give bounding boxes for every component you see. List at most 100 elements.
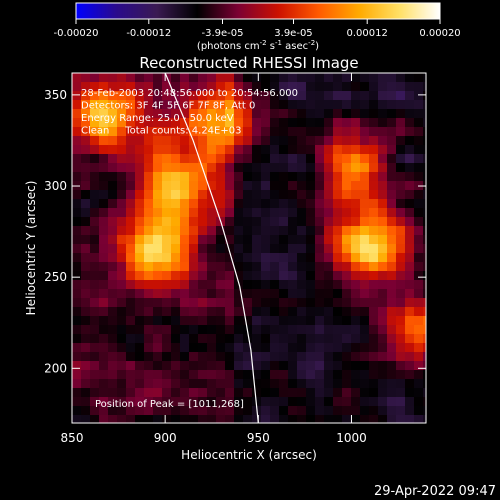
heatmap-cell bbox=[135, 280, 145, 290]
heatmap-cell bbox=[306, 217, 316, 227]
heatmap-cell bbox=[279, 100, 289, 110]
heatmap-cell bbox=[342, 199, 352, 209]
heatmap-cell bbox=[405, 136, 415, 146]
heatmap-cell bbox=[99, 100, 109, 110]
heatmap-cell bbox=[162, 289, 172, 299]
heatmap-cell bbox=[405, 397, 415, 407]
heatmap-cell bbox=[387, 163, 397, 173]
heatmap-cell bbox=[297, 190, 307, 200]
heatmap-cell bbox=[180, 82, 190, 92]
heatmap-cell bbox=[414, 82, 424, 92]
heatmap-cell bbox=[288, 154, 298, 164]
heatmap-cell bbox=[126, 127, 136, 137]
heatmap-cell bbox=[216, 136, 226, 146]
heatmap-cell bbox=[261, 298, 271, 308]
heatmap-cell bbox=[180, 388, 190, 398]
heatmap-cell bbox=[189, 289, 199, 299]
heatmap-cell bbox=[81, 199, 91, 209]
heatmap-cell bbox=[342, 100, 352, 110]
heatmap-cell bbox=[252, 271, 262, 281]
heatmap-cell bbox=[126, 163, 136, 173]
heatmap-cell bbox=[162, 118, 172, 128]
heatmap-cell bbox=[306, 136, 316, 146]
heatmap-cell bbox=[171, 307, 181, 317]
heatmap-cell bbox=[306, 190, 316, 200]
heatmap-cell bbox=[126, 307, 136, 317]
heatmap-cell bbox=[171, 235, 181, 245]
heatmap-cell bbox=[225, 190, 235, 200]
heatmap-cell bbox=[243, 244, 253, 254]
heatmap-cell bbox=[315, 163, 325, 173]
heatmap-cell bbox=[369, 127, 379, 137]
heatmap-cell bbox=[405, 370, 415, 380]
heatmap-cell bbox=[207, 181, 217, 191]
heatmap-cell bbox=[72, 163, 82, 173]
heatmap-cell bbox=[270, 253, 280, 263]
heatmap-cell bbox=[288, 280, 298, 290]
heatmap-cell bbox=[198, 127, 208, 137]
heatmap-cell bbox=[414, 325, 424, 335]
heatmap-cell bbox=[342, 289, 352, 299]
heatmap-cell bbox=[216, 289, 226, 299]
heatmap-cell bbox=[180, 91, 190, 101]
heatmap-cell bbox=[405, 127, 415, 137]
heatmap-cell bbox=[351, 118, 361, 128]
heatmap-cell bbox=[189, 361, 199, 371]
heatmap-cell bbox=[108, 82, 118, 92]
heatmap-cell bbox=[270, 325, 280, 335]
heatmap-cell bbox=[171, 73, 181, 83]
heatmap-cell bbox=[423, 361, 426, 371]
heatmap-cell bbox=[162, 406, 172, 416]
heatmap-cell bbox=[279, 343, 289, 353]
heatmap-cell bbox=[243, 136, 253, 146]
heatmap-cell bbox=[81, 145, 91, 155]
heatmap-cell bbox=[423, 379, 426, 389]
heatmap-cell bbox=[279, 136, 289, 146]
heatmap-cell bbox=[180, 262, 190, 272]
heatmap-cell bbox=[405, 379, 415, 389]
heatmap-cell bbox=[324, 154, 334, 164]
heatmap-cell bbox=[99, 145, 109, 155]
heatmap-cell bbox=[333, 271, 343, 281]
heatmap-cell bbox=[333, 244, 343, 254]
heatmap-cell bbox=[387, 226, 397, 236]
heatmap-cell bbox=[81, 262, 91, 272]
heatmap-cell bbox=[261, 271, 271, 281]
heatmap-cell bbox=[81, 244, 91, 254]
heatmap-cell bbox=[234, 136, 244, 146]
heatmap-cell bbox=[369, 316, 379, 326]
heatmap-cell bbox=[81, 352, 91, 362]
heatmap-cell bbox=[126, 271, 136, 281]
heatmap-cell bbox=[342, 325, 352, 335]
heatmap-cell bbox=[423, 343, 426, 353]
heatmap-cell bbox=[378, 253, 388, 263]
heatmap-cell bbox=[72, 334, 82, 344]
heatmap-cell bbox=[360, 343, 370, 353]
heatmap-cell bbox=[207, 82, 217, 92]
heatmap-cell bbox=[153, 244, 163, 254]
heatmap-cell bbox=[288, 109, 298, 119]
heatmap-cell bbox=[414, 388, 424, 398]
heatmap-cell bbox=[324, 406, 334, 416]
heatmap-cell bbox=[288, 226, 298, 236]
heatmap-cell bbox=[189, 316, 199, 326]
heatmap-cell bbox=[126, 397, 136, 407]
heatmap-cell bbox=[378, 91, 388, 101]
heatmap-cell bbox=[288, 370, 298, 380]
heatmap-cell bbox=[225, 379, 235, 389]
heatmap-cell bbox=[153, 415, 163, 423]
heatmap-cell bbox=[396, 154, 406, 164]
heatmap-cell bbox=[333, 163, 343, 173]
heatmap-cell bbox=[279, 109, 289, 119]
heatmap-cell bbox=[171, 109, 181, 119]
heatmap-cell bbox=[378, 316, 388, 326]
heatmap-cell bbox=[198, 388, 208, 398]
heatmap-cell bbox=[315, 280, 325, 290]
heatmap-cell bbox=[207, 118, 217, 128]
heatmap-cell bbox=[351, 334, 361, 344]
heatmap-cell bbox=[351, 127, 361, 137]
heatmap-cell bbox=[270, 208, 280, 218]
heatmap-cell bbox=[333, 397, 343, 407]
heatmap-cell bbox=[162, 370, 172, 380]
heatmap-cell bbox=[198, 370, 208, 380]
